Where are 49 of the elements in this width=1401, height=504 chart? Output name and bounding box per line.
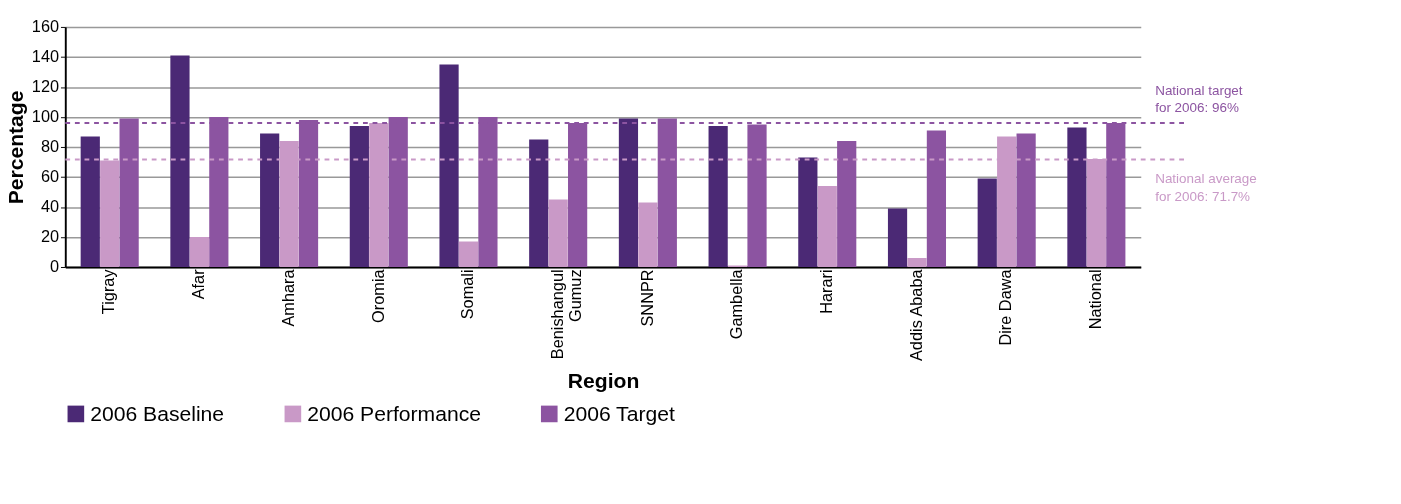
y-tick-label: 100 [31,107,60,126]
y-axis-title: Percentage [4,90,28,205]
bar [170,55,190,268]
bar [887,208,908,268]
bar [798,157,818,268]
x-tick-label: Somali [458,269,477,320]
x-tick-label: SNNPR [637,269,656,327]
bar [977,178,997,268]
bar [260,133,280,268]
y-tick-label: 20 [40,227,60,246]
bar [548,199,568,268]
bar [458,241,479,268]
y-tick-label: 80 [40,137,60,156]
bar [529,139,549,268]
bar [638,202,658,268]
y-tick-label: 160 [31,17,60,36]
bar [817,185,837,268]
y-tick-label: 120 [31,77,60,96]
ref-line-label: National average for 2006: 71.7% [1155,171,1257,204]
x-tick-label: Harari [817,269,836,314]
y-tick-label: 0 [49,257,60,276]
bar [80,136,100,268]
bar [926,130,947,268]
bar [708,125,728,268]
y-tick-label: 40 [40,197,60,216]
x-tick-label: Afar [189,268,208,300]
bar [618,118,639,268]
x-tick-label: Amhara [278,268,297,327]
bar [189,237,209,268]
legend-label: 2006 Performance [307,401,481,425]
y-tick-label: 140 [31,47,60,66]
bar [1016,133,1036,268]
x-tick-label: Benishangul Gumuz [547,269,585,360]
x-tick-label: Dire Dawa [996,268,1015,346]
x-tick-label: Tigray [99,268,118,315]
bar [837,140,857,268]
y-tick-label: 60 [40,167,60,186]
x-tick-label: Gambella [727,268,746,340]
bar [1067,127,1087,268]
x-tick-label: National [1086,269,1105,330]
ref-line-label: National target for 2006: 96% [1155,83,1243,116]
legend-label: 2006 Baseline [90,401,225,425]
bar [349,125,369,268]
x-tick-label: Addis Ababa [906,268,925,362]
legend-label: 2006 Target [563,401,675,425]
x-tick-label: Oromia [368,268,387,323]
bar [439,64,459,268]
bar [907,258,927,268]
x-axis-title: Region [567,368,640,392]
